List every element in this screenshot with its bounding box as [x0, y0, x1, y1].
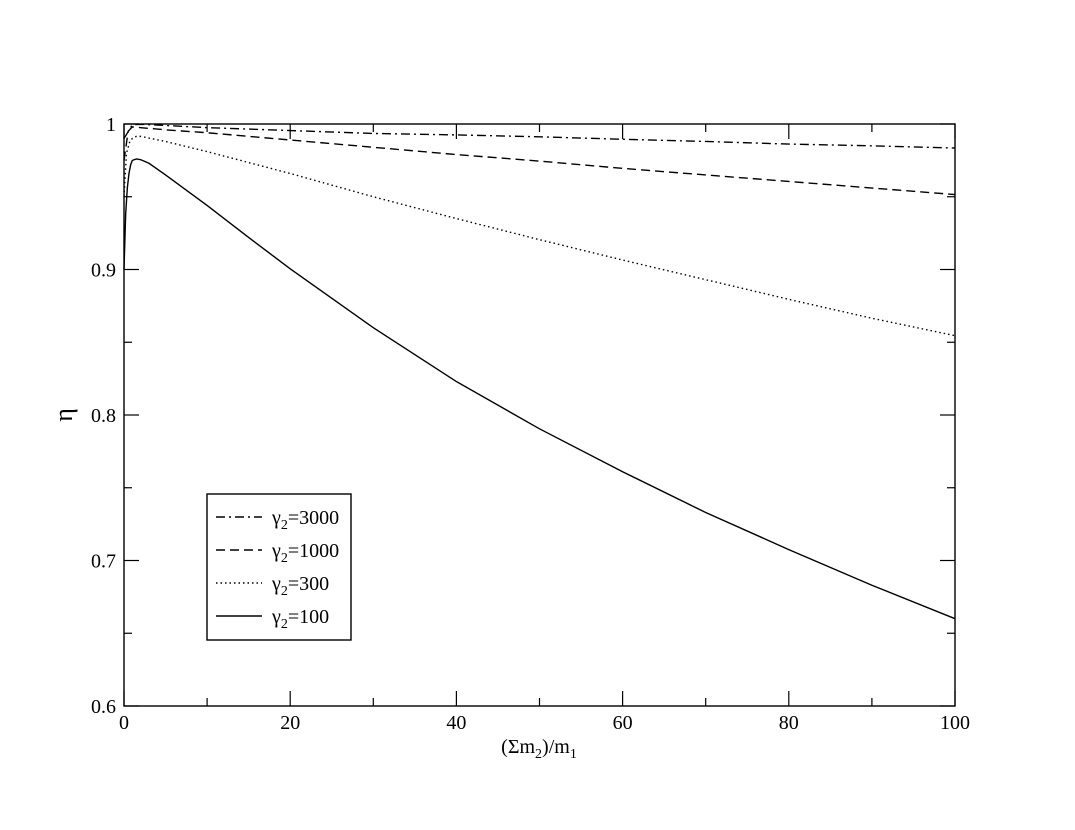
x-axis-title-sub: 1 — [570, 747, 577, 762]
legend: γ2=3000 γ2=1000 γ2=300 γ2=100 — [206, 493, 352, 641]
plot-frame — [123, 123, 956, 707]
x-tick-label: 60 — [613, 712, 633, 734]
x-tick-label: 80 — [779, 712, 799, 734]
x-tick-label: 20 — [280, 712, 300, 734]
y-tick-label: 0.9 — [91, 260, 116, 282]
x-tick-label: 0 — [119, 712, 129, 734]
x-axis-title-part: (Σm — [501, 736, 535, 758]
y-tick-label: 0.8 — [91, 405, 116, 427]
legend-label-4: γ2=100 — [271, 606, 329, 632]
x-tick-label: 40 — [446, 712, 466, 734]
legend-label-1: γ2=3000 — [271, 507, 339, 533]
series-line-4 — [123, 158, 956, 620]
legend-label-3: γ2=300 — [271, 573, 329, 599]
series-line-3 — [123, 135, 956, 337]
y-tick-label: 0.6 — [91, 696, 116, 718]
x-axis-title-part: )/m — [542, 736, 570, 758]
x-tick-label: 100 — [940, 712, 970, 734]
legend-label-2: γ2=1000 — [271, 540, 339, 566]
series-line-1 — [123, 123, 956, 149]
y-axis-title: η — [49, 408, 78, 422]
y-tick-label: 1 — [106, 114, 116, 136]
y-tick-label: 0.7 — [91, 551, 116, 573]
series-layer — [123, 123, 956, 620]
x-axis-title: (Σm2)/m1 — [501, 736, 577, 762]
legend-items: γ2=3000 γ2=1000 γ2=300 γ2=100 — [216, 507, 339, 632]
series-line-2 — [123, 126, 956, 196]
x-axis-title-sub: 2 — [535, 747, 542, 762]
